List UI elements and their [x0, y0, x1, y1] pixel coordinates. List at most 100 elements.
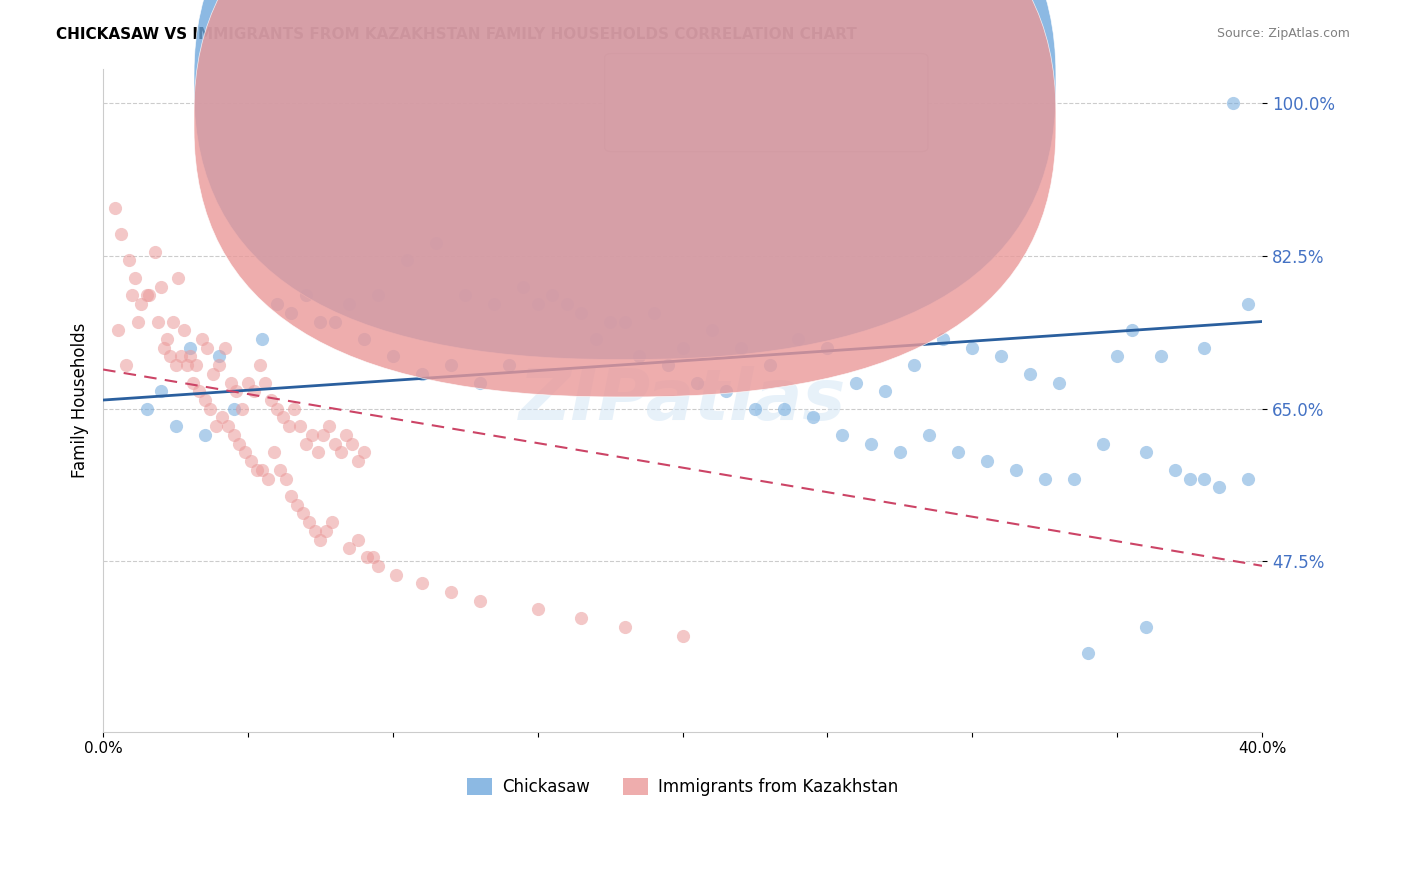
- Point: [304, 524, 326, 538]
- Point: [1192, 341, 1215, 355]
- Point: [440, 358, 463, 372]
- Point: [758, 358, 780, 372]
- Point: [817, 341, 839, 355]
- Point: [124, 271, 146, 285]
- Point: [280, 306, 302, 320]
- Point: [165, 358, 187, 372]
- Point: [295, 288, 318, 302]
- Point: [315, 524, 337, 538]
- Point: [569, 611, 592, 625]
- Point: [526, 602, 548, 616]
- Point: [1164, 463, 1187, 477]
- Point: [541, 288, 564, 302]
- Point: [118, 253, 141, 268]
- Point: [280, 489, 302, 503]
- Point: [962, 341, 984, 355]
- Point: [353, 332, 375, 346]
- Point: [730, 341, 752, 355]
- Point: [411, 576, 433, 591]
- Point: [1149, 350, 1171, 364]
- Point: [269, 463, 291, 477]
- Point: [266, 401, 288, 416]
- Point: [285, 498, 308, 512]
- Point: [361, 550, 384, 565]
- Point: [468, 593, 491, 607]
- Point: [162, 314, 184, 328]
- Point: [1178, 471, 1201, 485]
- Point: [425, 235, 447, 250]
- Point: [202, 367, 225, 381]
- Point: [613, 314, 636, 328]
- Point: [321, 515, 343, 529]
- Point: [115, 358, 138, 372]
- Point: [228, 436, 250, 450]
- Point: [628, 350, 651, 364]
- Point: [484, 297, 506, 311]
- Point: [288, 419, 311, 434]
- Point: [254, 376, 277, 390]
- Point: [263, 445, 285, 459]
- Point: [1077, 646, 1099, 660]
- Point: [976, 454, 998, 468]
- Point: [298, 515, 321, 529]
- Point: [211, 410, 233, 425]
- Point: [129, 297, 152, 311]
- Point: [312, 428, 335, 442]
- Point: [309, 314, 332, 328]
- Point: [990, 350, 1012, 364]
- Point: [205, 419, 228, 434]
- Point: [339, 297, 361, 311]
- Y-axis label: Family Households: Family Households: [72, 322, 89, 478]
- Point: [526, 297, 548, 311]
- Point: [135, 288, 157, 302]
- Point: [384, 567, 406, 582]
- Point: [744, 401, 766, 416]
- Point: [347, 454, 370, 468]
- Point: [512, 279, 534, 293]
- Point: [127, 314, 149, 328]
- Point: [1107, 350, 1129, 364]
- Point: [323, 314, 346, 328]
- Point: [1236, 471, 1258, 485]
- Point: [381, 350, 404, 364]
- Point: [700, 323, 723, 337]
- Point: [193, 392, 215, 407]
- Point: [1192, 471, 1215, 485]
- Point: [208, 358, 231, 372]
- Point: [1047, 376, 1070, 390]
- Point: [156, 332, 179, 346]
- Point: [367, 558, 389, 573]
- Point: [335, 428, 357, 442]
- Point: [249, 358, 271, 372]
- Point: [110, 227, 132, 242]
- Point: [257, 471, 280, 485]
- Point: [309, 533, 332, 547]
- Point: [1121, 323, 1143, 337]
- Point: [342, 436, 364, 450]
- Point: [773, 401, 796, 416]
- Point: [200, 401, 222, 416]
- Point: [208, 350, 231, 364]
- Point: [239, 454, 262, 468]
- Point: [1033, 471, 1056, 485]
- Point: [159, 350, 181, 364]
- Point: [356, 550, 378, 565]
- Point: [347, 533, 370, 547]
- Point: [1208, 480, 1230, 494]
- Point: [231, 401, 253, 416]
- Point: [323, 436, 346, 450]
- Point: [236, 376, 259, 390]
- Point: [252, 463, 274, 477]
- Point: [167, 271, 190, 285]
- Point: [225, 384, 247, 399]
- Point: [214, 341, 236, 355]
- Point: [787, 332, 810, 346]
- Text: R = -0.037  N = 92: R = -0.037 N = 92: [631, 110, 811, 128]
- Point: [150, 279, 173, 293]
- Point: [569, 306, 592, 320]
- Point: [219, 376, 242, 390]
- Point: [260, 392, 283, 407]
- Point: [135, 401, 157, 416]
- Point: [599, 314, 621, 328]
- Point: [153, 341, 176, 355]
